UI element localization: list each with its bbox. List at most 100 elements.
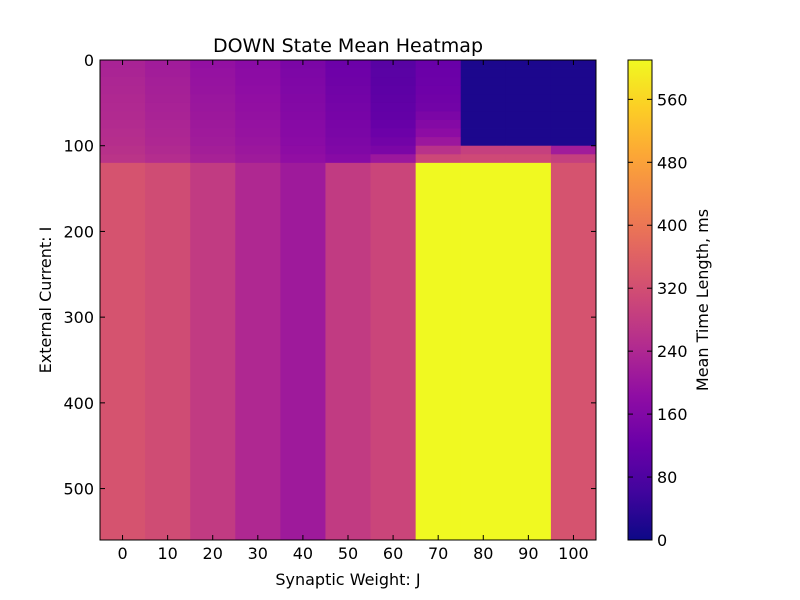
heatmap-cell bbox=[235, 154, 281, 164]
heatmap-cell bbox=[460, 102, 507, 112]
heatmap-cell bbox=[370, 68, 417, 78]
heatmap-cell bbox=[235, 120, 281, 129]
heatmap-cell bbox=[280, 120, 326, 129]
heatmap-cell bbox=[145, 102, 191, 112]
x-tick-label: 30 bbox=[248, 544, 268, 563]
heatmap-cell bbox=[145, 162, 191, 541]
heatmap-cell bbox=[460, 85, 507, 95]
x-tick-label: 40 bbox=[293, 544, 313, 563]
heatmap-cell bbox=[235, 137, 281, 147]
heatmap-cell bbox=[280, 111, 326, 121]
heatmap-cell bbox=[280, 154, 326, 164]
heatmap-cell bbox=[325, 137, 371, 147]
heatmap-cell bbox=[100, 128, 146, 138]
heatmap-cells bbox=[100, 60, 597, 541]
heatmap-cell bbox=[460, 145, 507, 155]
heatmap-cell bbox=[100, 77, 146, 87]
colorbar-tick-label: 560 bbox=[657, 90, 688, 109]
y-tick-label: 400 bbox=[63, 394, 94, 413]
heatmap-cell bbox=[505, 120, 552, 129]
x-tick-label: 80 bbox=[473, 544, 493, 563]
colorbar-tick-label: 160 bbox=[657, 405, 688, 424]
heatmap-cell bbox=[145, 111, 191, 121]
heatmap-cell bbox=[190, 154, 236, 164]
heatmap-cell bbox=[100, 120, 146, 129]
heatmap-cell bbox=[460, 154, 507, 164]
heatmap-cell bbox=[145, 120, 191, 129]
heatmap-cell bbox=[415, 120, 462, 129]
heatmap-cell bbox=[190, 102, 236, 112]
heatmap-cell bbox=[100, 102, 146, 112]
y-tick-label: 0 bbox=[84, 51, 94, 70]
heatmap-cell bbox=[415, 137, 462, 147]
heatmap-cell bbox=[505, 102, 552, 112]
heatmap-cell bbox=[505, 68, 552, 78]
heatmap-cell bbox=[415, 128, 462, 138]
heatmap-cell bbox=[550, 77, 597, 87]
heatmap-cell bbox=[235, 77, 281, 87]
heatmap-cell bbox=[325, 102, 371, 112]
colorbar-tick-label: 320 bbox=[657, 279, 688, 298]
heatmap-cell bbox=[460, 111, 507, 121]
heatmap-cell bbox=[235, 94, 281, 104]
heatmap-cell bbox=[145, 94, 191, 104]
heatmap-cell bbox=[280, 128, 326, 138]
heatmap-cell bbox=[280, 68, 326, 78]
heatmap-cell bbox=[370, 120, 417, 129]
heatmap-cell bbox=[370, 154, 417, 164]
heatmap-cell bbox=[100, 85, 146, 95]
heatmap-cell bbox=[415, 68, 462, 78]
heatmap-cell bbox=[505, 137, 552, 147]
heatmap-cell bbox=[505, 85, 552, 95]
heatmap-cell bbox=[370, 145, 417, 155]
heatmap-cell bbox=[505, 94, 552, 104]
heatmap-cell bbox=[190, 68, 236, 78]
heatmap-cell bbox=[100, 137, 146, 147]
heatmap-cell bbox=[280, 85, 326, 95]
heatmap-cell bbox=[505, 145, 552, 155]
heatmap-cell bbox=[460, 77, 507, 87]
y-axis-title: External Current: I bbox=[36, 227, 55, 374]
heatmap-cell bbox=[415, 145, 462, 155]
heatmap-cell bbox=[145, 68, 191, 78]
heatmap-cell bbox=[190, 145, 236, 155]
heatmap-cell bbox=[550, 68, 597, 78]
x-tick-label: 20 bbox=[203, 544, 223, 563]
colorbar-tick-label: 80 bbox=[657, 468, 677, 487]
x-tick-label: 60 bbox=[383, 544, 403, 563]
x-tick-label: 70 bbox=[428, 544, 448, 563]
heatmap-cell bbox=[235, 162, 281, 541]
colorbar-tick-label: 400 bbox=[657, 216, 688, 235]
heatmap-cell bbox=[550, 128, 597, 138]
heatmap-cell bbox=[190, 111, 236, 121]
heatmap-cell bbox=[550, 154, 597, 164]
heatmap-cell bbox=[370, 94, 417, 104]
heatmap-cell bbox=[415, 111, 462, 121]
colorbar-tick-label: 240 bbox=[657, 342, 688, 361]
heatmap-cell bbox=[235, 85, 281, 95]
x-tick-label: 100 bbox=[558, 544, 589, 563]
heatmap-cell bbox=[550, 137, 597, 147]
heatmap-cell bbox=[280, 137, 326, 147]
heatmap-cell bbox=[190, 85, 236, 95]
heatmap-cell bbox=[370, 128, 417, 138]
heatmap-cell bbox=[370, 111, 417, 121]
x-axis-ticks: 0 10 20 30 40 50 60 70 80 90 100 bbox=[117, 60, 589, 563]
heatmap-cell bbox=[550, 120, 597, 129]
heatmap-cell bbox=[370, 137, 417, 147]
heatmap-cell bbox=[415, 162, 462, 541]
colorbar-tick-label: 480 bbox=[657, 153, 688, 172]
heatmap-cell bbox=[415, 102, 462, 112]
heatmap-cell bbox=[235, 68, 281, 78]
x-tick-label: 0 bbox=[117, 544, 127, 563]
heatmap-cell bbox=[460, 120, 507, 129]
heatmap-cell bbox=[280, 94, 326, 104]
heatmap-cell bbox=[505, 77, 552, 87]
heatmap-cell bbox=[460, 94, 507, 104]
heatmap-cell bbox=[415, 94, 462, 104]
heatmap-cell bbox=[280, 145, 326, 155]
heatmap-cell bbox=[550, 145, 597, 155]
heatmap-cell bbox=[505, 154, 552, 164]
x-axis-title: Synaptic Weight: J bbox=[275, 570, 420, 589]
heatmap-cell bbox=[325, 120, 371, 129]
